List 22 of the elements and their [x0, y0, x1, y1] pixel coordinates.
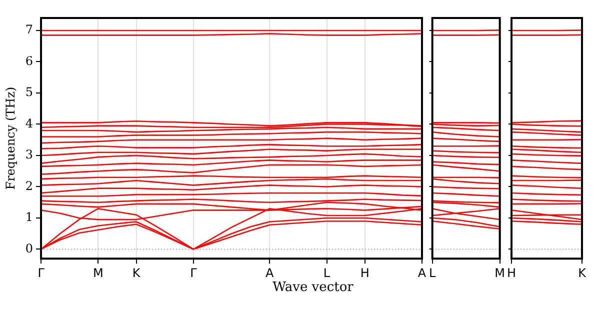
x-tick-label: A: [266, 266, 275, 280]
x-tick-label: Γ: [190, 266, 198, 280]
x-tick-label: K: [578, 266, 588, 280]
x-tick-label: A: [418, 266, 427, 280]
x-axis-title: Wave vector: [272, 280, 354, 295]
y-tick-label: 4: [25, 116, 34, 130]
y-tick-label: 7: [25, 22, 34, 37]
y-tick-label: 2: [25, 178, 34, 193]
x-tick-label: K: [132, 266, 142, 280]
y-tick-label: 1: [25, 210, 34, 224]
x-tick-label: M: [93, 266, 104, 280]
y-axis-title: Frequency (THz): [3, 86, 18, 190]
y-tick-label: 0: [25, 241, 34, 256]
y-tick-label: 6: [25, 54, 34, 68]
x-tick-label: H: [506, 266, 516, 280]
y-tick-label: 5: [25, 85, 34, 100]
x-tick-label: L: [429, 266, 436, 280]
y-tick-label: 3: [25, 148, 34, 162]
x-tick-label: M: [494, 266, 506, 280]
x-tick-label: H: [360, 266, 370, 280]
x-tick-label: Γ: [38, 266, 45, 280]
x-tick-label: L: [323, 266, 330, 280]
